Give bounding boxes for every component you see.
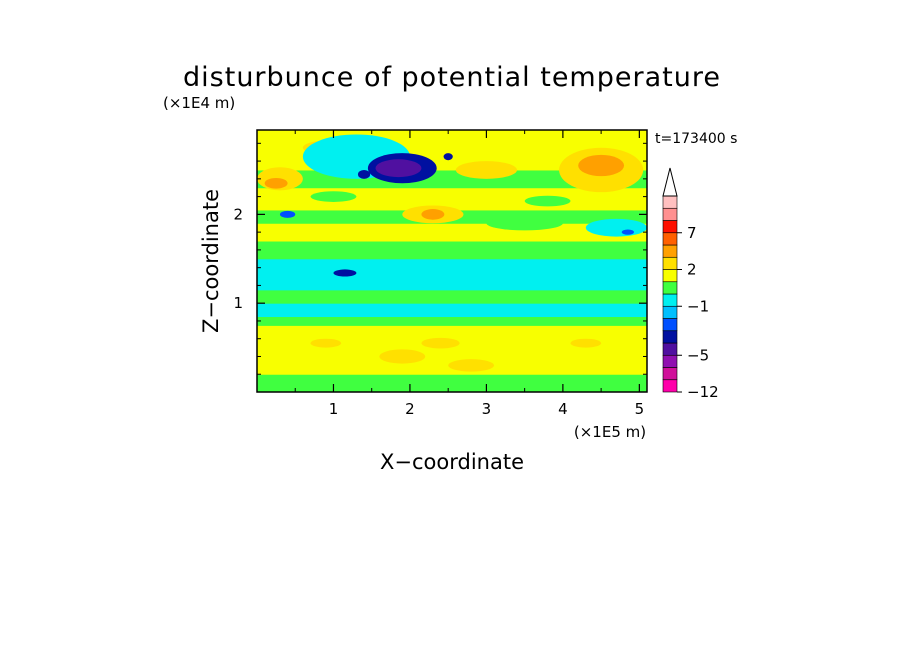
contour-feature-1 [264, 177, 288, 189]
y-axis-title: Z−coordinate [199, 189, 223, 333]
contour-feature-8 [486, 216, 563, 231]
contour-feature-18 [333, 248, 410, 258]
contour-feature-25 [310, 191, 357, 202]
contour-feature-22 [570, 338, 602, 348]
colorbar-segment [662, 293, 678, 307]
contour-field [257, 130, 647, 392]
x-tick-label: 3 [482, 400, 492, 418]
x-unit-label: (×1E5 m) [574, 423, 646, 441]
colorbar-segment [662, 232, 678, 246]
colorbar-segment [662, 281, 678, 295]
colorbar-label: −5 [687, 346, 709, 364]
contour-feature-7 [455, 161, 517, 179]
x-tick-label: 5 [635, 400, 645, 418]
x-tick-label: 1 [329, 400, 339, 418]
contour-feature-14 [375, 159, 422, 178]
colorbar-segment [662, 342, 678, 356]
x-axis: 1 2 3 4 5 [294, 130, 645, 418]
contour-feature-23 [448, 359, 495, 372]
chart-title: disturbunce of potential temperature [183, 62, 721, 93]
contour-band-6 [257, 241, 647, 260]
contour-feature-10 [621, 229, 634, 235]
colorbar-segment [662, 379, 678, 393]
colorbar-segment [662, 244, 678, 258]
contour-feature-3 [578, 154, 625, 177]
plot-frame [256, 129, 648, 393]
x-tick-label: 2 [405, 400, 415, 418]
contour-band-4 [257, 289, 647, 304]
contour-feature-21 [310, 338, 342, 348]
contour-feature-24 [524, 195, 571, 207]
colorbar-segment [662, 207, 678, 221]
colorbar-segment [662, 318, 678, 332]
colorbar-label: −12 [687, 383, 719, 401]
colorbar-segment [662, 354, 678, 368]
x-axis-title: X−coordinate [380, 450, 524, 474]
colorbar-segment [662, 367, 678, 381]
contour-feature-17 [333, 269, 357, 277]
contour-band-0 [257, 374, 647, 392]
time-label: t=173400 s [655, 131, 737, 147]
contour-band-2 [257, 316, 647, 326]
colorbar-segment [662, 330, 678, 344]
y-tick-label: 2 [233, 205, 243, 223]
colorbar-label: −1 [687, 297, 709, 315]
contour-feature-11 [279, 210, 296, 218]
contour-feature-15 [357, 169, 371, 179]
contour-feature-5 [421, 209, 445, 220]
contour-feature-20 [421, 337, 460, 349]
y-axis: 12 [233, 142, 647, 375]
x-tick-label: 4 [558, 400, 568, 418]
contour-band-3 [257, 303, 647, 318]
contour-feature-16 [443, 153, 453, 161]
y-tick-label: 1 [233, 294, 243, 312]
colorbar-segment [662, 305, 678, 319]
colorbar-segment [662, 256, 678, 270]
colorbar-segment [662, 220, 678, 234]
colorbar-segment [662, 269, 678, 283]
contour-band-5 [257, 258, 647, 291]
colorbar-extend-arrow [662, 167, 678, 197]
colorbar-label: 7 [687, 224, 697, 242]
colorbar: 7 2 −1 −5 −12 [662, 167, 719, 401]
colorbar-label: 2 [687, 261, 697, 279]
colorbar-segment [662, 195, 678, 209]
y-unit-label: (×1E4 m) [163, 94, 235, 112]
contour-feature-19 [379, 349, 426, 364]
contour-feature-9 [585, 218, 647, 237]
